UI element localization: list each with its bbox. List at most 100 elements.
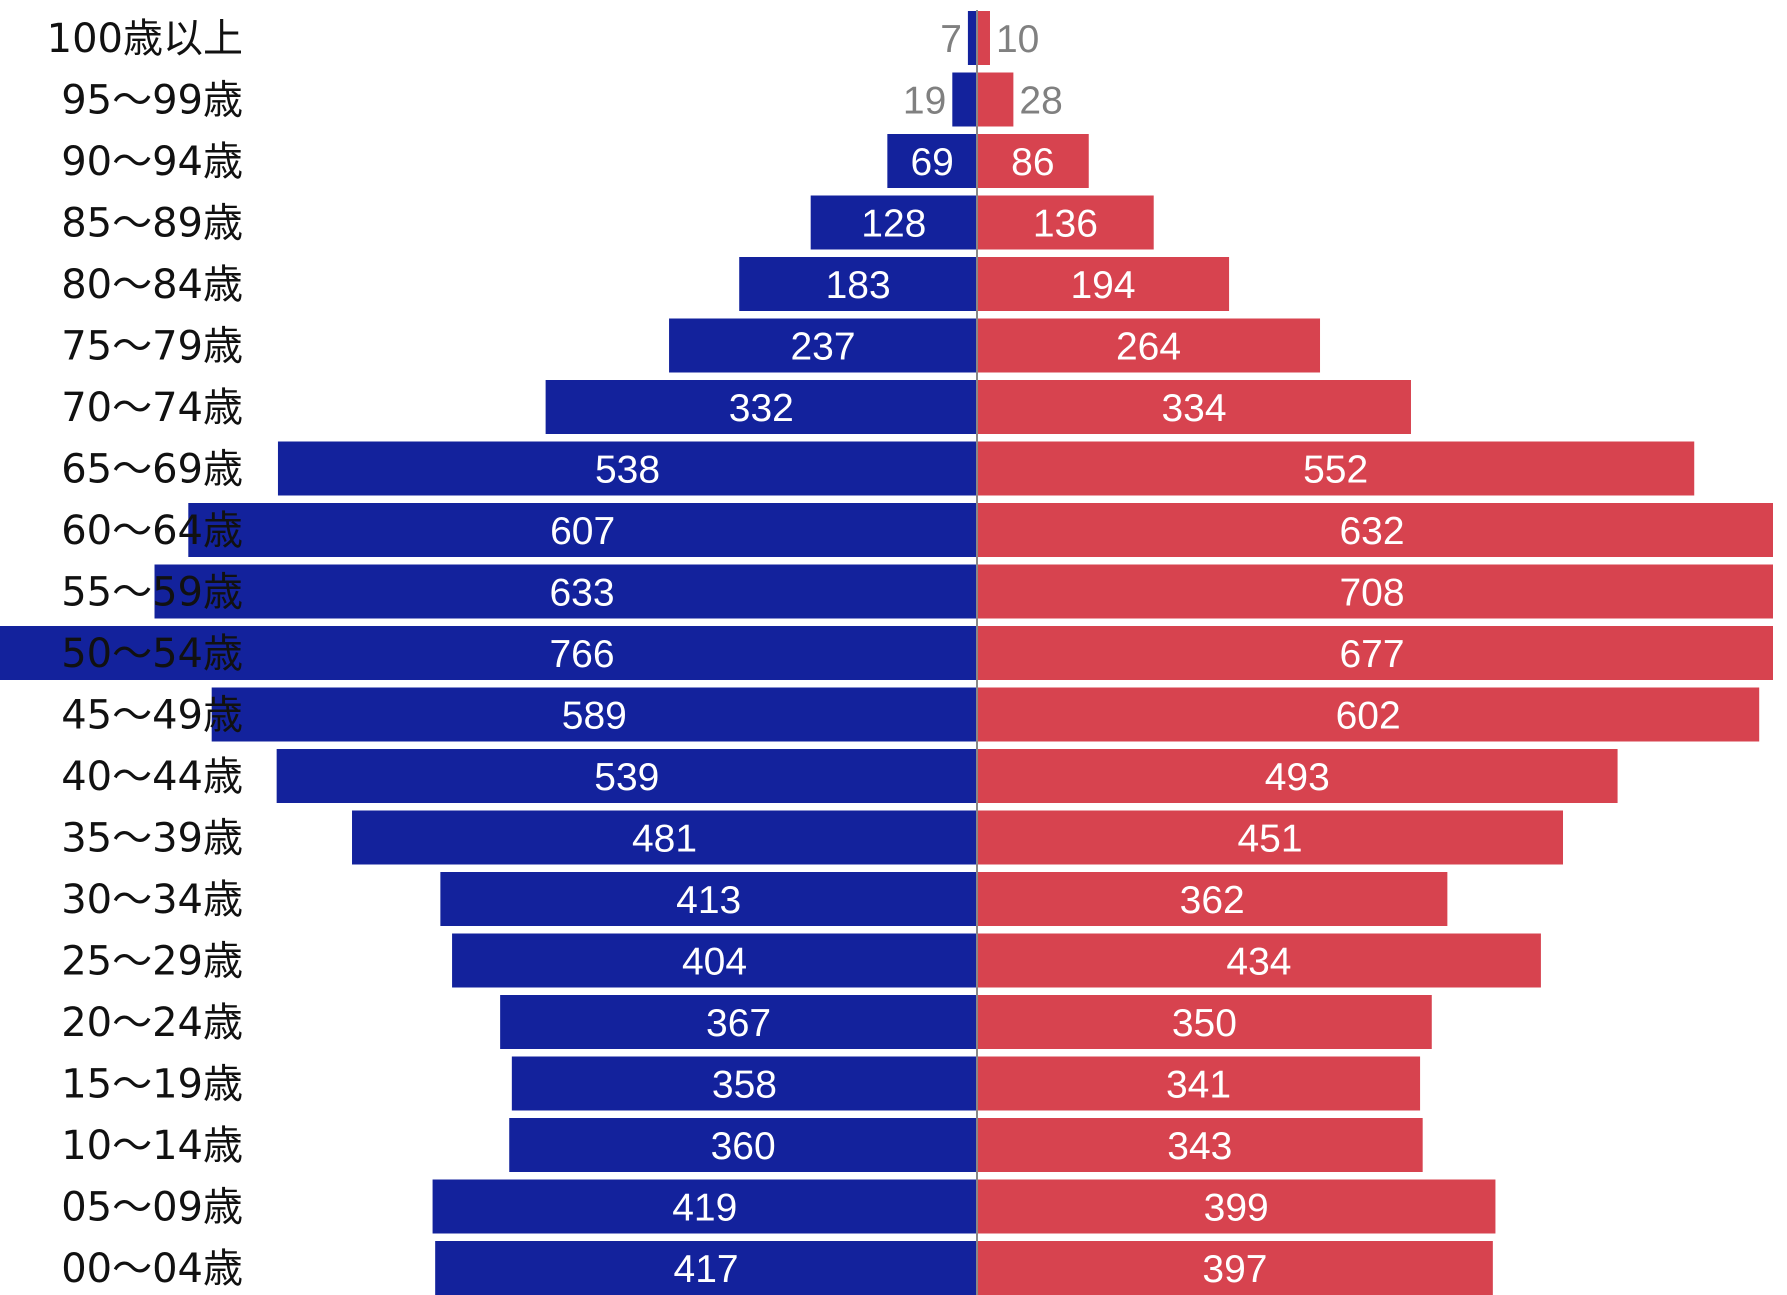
bar-left-12 <box>276 749 977 803</box>
category-label-19: 05〜09歳 <box>61 1185 243 1231</box>
category-label-11: 45〜49歳 <box>61 693 243 739</box>
bar-left-6 <box>545 380 977 434</box>
category-label-5: 75〜79歳 <box>61 324 243 370</box>
bar-right-19 <box>977 1179 1496 1234</box>
bar-left-17 <box>511 1056 977 1111</box>
bar-left-9 <box>154 564 977 619</box>
bar-left-18 <box>509 1118 977 1172</box>
category-label-4: 80〜84歳 <box>61 262 243 308</box>
bar-left-1 <box>952 72 977 127</box>
bar-right-0 <box>977 11 990 65</box>
bar-right-18 <box>977 1118 1423 1172</box>
bar-left-16 <box>500 995 977 1049</box>
category-label-14: 30〜34歳 <box>61 877 243 923</box>
value-label-left-1: 19 <box>903 80 946 123</box>
category-label-18: 10〜14歳 <box>61 1123 243 1169</box>
bar-left-0 <box>967 11 977 65</box>
bar-left-10 <box>0 626 978 680</box>
category-label-7: 65〜69歳 <box>61 447 243 493</box>
value-label-right-3: 136 <box>1033 203 1098 246</box>
value-label-right-10: 677 <box>1339 633 1404 676</box>
bar-right-16 <box>977 995 1432 1049</box>
bar-right-10 <box>977 626 1773 680</box>
value-label-left-10: 766 <box>549 633 614 676</box>
value-label-left-11: 589 <box>562 695 627 738</box>
value-label-right-14: 362 <box>1180 879 1245 922</box>
value-label-left-12: 539 <box>594 756 659 799</box>
category-label-1: 95〜99歳 <box>61 78 243 124</box>
value-label-right-13: 451 <box>1237 818 1302 861</box>
value-label-right-7: 552 <box>1303 449 1368 492</box>
value-label-left-5: 237 <box>790 326 855 369</box>
labels-layer: 100歳以上 7 10 95〜99歳 19 28 90〜94歳 69 86 85〜89歳 128 13… <box>47 16 1405 1292</box>
bar-left-5 <box>669 318 977 373</box>
value-label-right-9: 708 <box>1339 572 1404 615</box>
category-label-20: 00〜04歳 <box>61 1246 243 1292</box>
value-label-left-3: 128 <box>861 203 926 246</box>
bar-right-11 <box>977 687 1760 742</box>
category-label-8: 60〜64歳 <box>61 508 243 554</box>
category-label-0: 100歳以上 <box>47 16 243 62</box>
value-label-right-15: 434 <box>1226 941 1291 984</box>
bar-left-13 <box>352 810 977 865</box>
bar-left-7 <box>277 441 977 496</box>
value-label-right-0: 10 <box>996 18 1039 61</box>
bar-left-15 <box>452 933 977 988</box>
bar-right-1 <box>977 72 1014 127</box>
category-label-16: 20〜24歳 <box>61 1000 243 1046</box>
category-label-15: 25〜29歳 <box>61 939 243 985</box>
value-label-right-20: 397 <box>1202 1248 1267 1291</box>
value-label-right-2: 86 <box>1011 141 1054 184</box>
value-label-left-13: 481 <box>632 818 697 861</box>
value-label-right-19: 399 <box>1204 1187 1269 1230</box>
bar-left-19 <box>432 1179 977 1234</box>
value-label-right-8: 632 <box>1339 510 1404 553</box>
value-label-right-1: 28 <box>1019 80 1062 123</box>
bar-right-3 <box>977 195 1154 250</box>
category-label-2: 90〜94歳 <box>61 139 243 185</box>
category-label-13: 35〜39歳 <box>61 816 243 862</box>
bar-left-11 <box>211 687 977 742</box>
bar-right-14 <box>977 872 1448 926</box>
bar-right-20 <box>977 1241 1493 1295</box>
value-label-left-19: 419 <box>672 1187 737 1230</box>
value-label-left-9: 633 <box>549 572 614 615</box>
value-label-left-2: 69 <box>910 141 953 184</box>
bar-left-3 <box>810 195 977 250</box>
bar-left-20 <box>435 1241 978 1295</box>
bar-right-17 <box>977 1056 1421 1111</box>
value-label-left-17: 358 <box>712 1064 777 1107</box>
value-label-left-4: 183 <box>826 264 891 307</box>
value-label-right-11: 602 <box>1336 695 1401 738</box>
value-label-right-4: 194 <box>1070 264 1135 307</box>
value-label-right-16: 350 <box>1172 1002 1237 1045</box>
bar-left-2 <box>887 134 977 188</box>
value-label-right-5: 264 <box>1116 326 1181 369</box>
category-label-6: 70〜74歳 <box>61 385 243 431</box>
bar-right-4 <box>977 257 1230 311</box>
bar-right-7 <box>977 441 1695 496</box>
value-label-left-6: 332 <box>729 387 794 430</box>
bar-right-5 <box>977 318 1321 373</box>
category-label-9: 55〜59歳 <box>61 570 243 616</box>
value-label-left-15: 404 <box>682 941 747 984</box>
value-label-right-17: 341 <box>1166 1064 1231 1107</box>
bar-right-8 <box>977 503 1773 557</box>
value-label-right-6: 334 <box>1161 387 1226 430</box>
value-label-left-14: 413 <box>676 879 741 922</box>
value-label-left-20: 417 <box>674 1248 739 1291</box>
value-label-left-7: 538 <box>595 449 660 492</box>
bar-right-2 <box>977 134 1089 188</box>
category-label-3: 85〜89歳 <box>61 201 243 247</box>
bar-left-14 <box>440 872 977 926</box>
category-label-10: 50〜54歳 <box>61 631 243 677</box>
bar-right-9 <box>977 564 1773 619</box>
bar-right-13 <box>977 810 1564 865</box>
category-label-17: 15〜19歳 <box>61 1062 243 1108</box>
category-label-12: 40〜44歳 <box>61 754 243 800</box>
bar-left-4 <box>739 257 977 311</box>
bar-right-12 <box>977 749 1618 803</box>
value-label-right-12: 493 <box>1265 756 1330 799</box>
bar-right-15 <box>977 933 1541 988</box>
